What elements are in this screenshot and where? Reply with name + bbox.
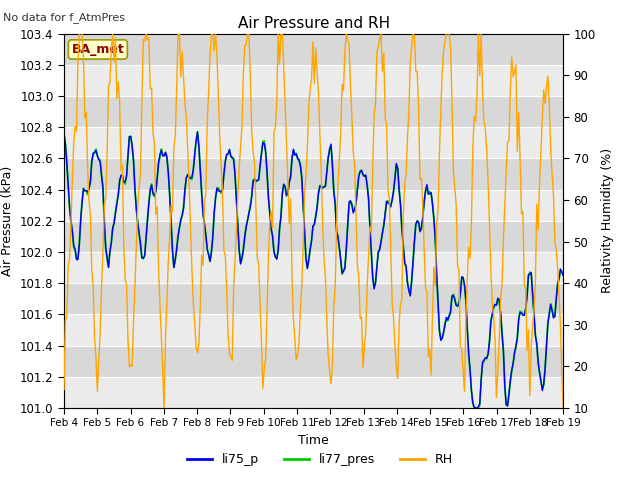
Legend: li75_p, li77_pres, RH: li75_p, li77_pres, RH [182,448,458,471]
Bar [64,377,563,408]
Bar [64,283,563,314]
Bar [64,65,563,96]
Text: BA_met: BA_met [72,43,124,56]
Bar [64,34,563,65]
Bar [64,221,563,252]
Y-axis label: Relativity Humidity (%): Relativity Humidity (%) [602,148,614,293]
Bar [64,252,563,283]
Bar [64,96,563,127]
X-axis label: Time: Time [298,434,329,447]
Bar [64,127,563,158]
Y-axis label: Air Pressure (kPa): Air Pressure (kPa) [1,166,15,276]
Bar [64,346,563,377]
Bar [64,158,563,190]
Bar [64,314,563,346]
Text: No data for f_AtmPres: No data for f_AtmPres [3,12,125,23]
Title: Air Pressure and RH: Air Pressure and RH [237,16,390,31]
Bar [64,190,563,221]
